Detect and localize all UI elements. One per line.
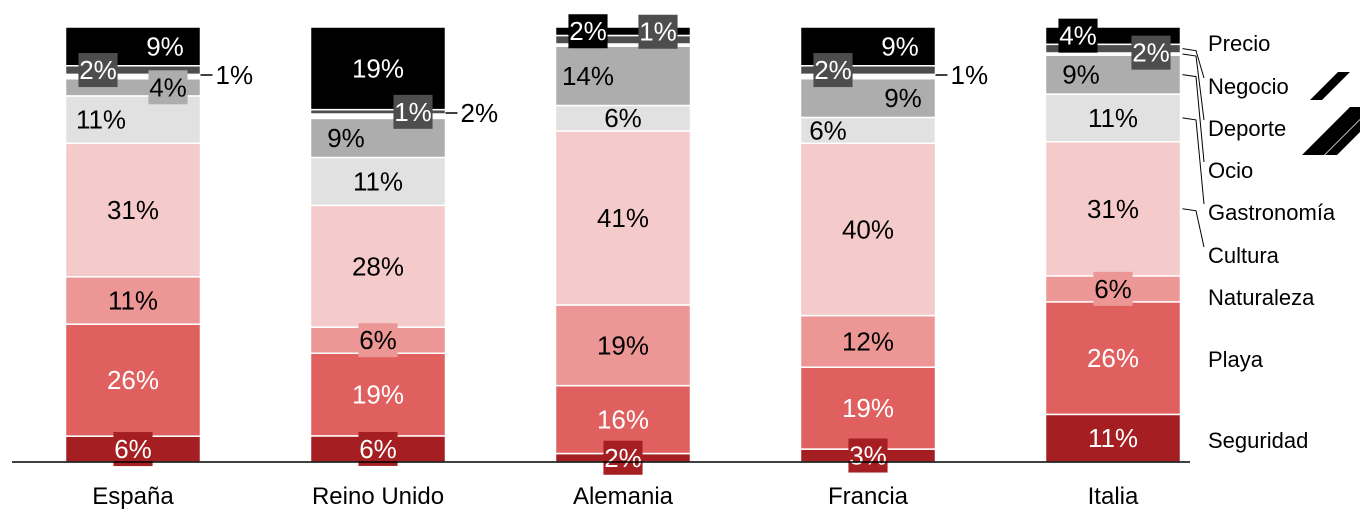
bar-segment-naturaleza-2 (554, 304, 692, 387)
data-label-bg-negocio-1 (393, 94, 433, 129)
data-label-precio-3: 9% (881, 31, 919, 61)
x-tick-label-0: España (92, 483, 174, 510)
data-label-bg-precio-4 (1058, 18, 1098, 53)
bar-segment-seguridad-4 (1044, 413, 1182, 463)
legend-item-gastronomía: Gastronomía (1208, 200, 1336, 225)
bar-segment-precio-2 (554, 26, 692, 37)
data-label-playa-0: 26% (107, 365, 159, 395)
legend: Precio Negocio Deporte Ocio Gastronomía Cultu… (1182, 31, 1336, 453)
data-label-seguridad-4: 11% (1088, 423, 1138, 453)
bar-segment-cultura-0 (64, 142, 202, 278)
data-label-naturaleza-1: 6% (359, 325, 397, 355)
legend-item-cultura: Cultura (1208, 243, 1280, 268)
data-label-bg-seguridad-1 (358, 431, 398, 466)
data-label-naturaleza-3: 12% (842, 326, 894, 356)
bar-segment-naturaleza-3 (799, 314, 937, 368)
bar-segment-cultura-3 (799, 142, 937, 317)
legend-item-naturaleza: Naturaleza (1208, 285, 1315, 310)
data-label-precio-1: 19% (352, 53, 404, 83)
bar-segment-cultura-1 (309, 204, 447, 328)
legend-item-ocio: Ocio (1208, 158, 1253, 183)
data-label-negocio-0: 2% (79, 55, 117, 85)
legend-leader-deporte (1182, 53, 1205, 121)
data-label-deporte-0: 1% (216, 60, 254, 90)
data-label-seguridad-0: 6% (114, 434, 152, 464)
data-label-naturaleza-2: 19% (597, 330, 649, 360)
data-label-ocio-4: 9% (1062, 60, 1100, 90)
data-label-bg-seguridad-3 (848, 438, 888, 473)
bar-segment-cultura-2 (554, 130, 692, 306)
data-label-precio-2: 2% (569, 16, 607, 46)
data-label-playa-3: 19% (842, 393, 894, 423)
data-label-bg-seguridad-0 (113, 432, 153, 467)
data-label-bg-negocio-4 (1131, 35, 1171, 70)
data-label-cultura-3: 40% (842, 214, 894, 244)
data-label-seguridad-3: 3% (849, 441, 887, 471)
data-label-deporte-3: 1% (951, 60, 989, 90)
data-label-seguridad-2: 2% (604, 443, 642, 473)
data-label-ocio-1: 9% (327, 123, 365, 153)
legend-item-seguridad: Seguridad (1208, 428, 1308, 453)
bar-segment-gastronomía-1 (309, 156, 447, 207)
data-label-gastronomía-4: 11% (1088, 103, 1138, 133)
legend-leader-ocio (1182, 74, 1205, 163)
data-label-cultura-1: 28% (352, 251, 404, 281)
leader-lines-layer (200, 74, 948, 114)
data-label-cultura-4: 31% (1087, 194, 1139, 224)
data-label-negocio-2: 1% (639, 17, 677, 47)
data-label-bg-negocio-3 (813, 53, 853, 88)
legend-item-precio: Precio (1208, 31, 1270, 56)
data-label-bg-negocio-0 (78, 53, 118, 88)
legend-item-playa: Playa (1208, 347, 1264, 372)
x-tick-label-2: Alemania (573, 483, 674, 510)
data-label-playa-4: 26% (1087, 343, 1139, 373)
bar-segment-playa-4 (1044, 301, 1182, 416)
bar-segment-gastronomía-2 (554, 104, 692, 132)
data-label-bg-naturaleza-1 (358, 323, 398, 358)
data-label-ocio-0: 4% (149, 72, 187, 102)
data-label-precio-0: 9% (146, 31, 184, 61)
data-label-precio-4: 4% (1059, 21, 1097, 51)
data-label-negocio-3: 2% (814, 55, 852, 85)
data-label-bg-seguridad-2 (603, 440, 643, 475)
bar-segment-gastronomía-3 (799, 116, 937, 145)
data-label-naturaleza-4: 6% (1094, 274, 1132, 304)
data-label-deporte-1: 2% (461, 98, 499, 128)
x-tick-label-1: Reino Unido (312, 483, 444, 510)
data-label-bg-precio-2 (568, 14, 608, 49)
data-label-bg-naturaleza-4 (1093, 271, 1133, 306)
data-label-playa-1: 19% (352, 380, 404, 410)
x-tick-label-4: Italia (1088, 483, 1139, 510)
bar-segment-playa-0 (64, 323, 202, 437)
x-tick-label-3: Francia (828, 483, 909, 510)
data-label-gastronomía-0: 11% (76, 105, 126, 135)
data-label-ocio-2: 14% (562, 61, 614, 91)
data-label-cultura-2: 41% (597, 203, 649, 233)
x-axis: España Reino Unido Alemania Francia Italia (12, 461, 1190, 510)
data-label-playa-2: 16% (597, 405, 649, 435)
legend-leader-negocio (1182, 48, 1205, 79)
data-label-bg-negocio-2 (638, 14, 678, 49)
data-label-seguridad-1: 6% (359, 434, 397, 464)
data-label-ocio-3: 9% (884, 83, 922, 113)
legend-item-deporte: Deporte (1208, 116, 1286, 141)
legend-leader-gastronomía (1182, 117, 1205, 205)
hatch-decoration (1302, 72, 1360, 155)
data-label-bg-ocio-0 (148, 70, 188, 105)
bar-segment-playa-3 (799, 366, 937, 450)
data-label-naturaleza-0: 11% (108, 285, 158, 315)
data-label-negocio-1: 1% (394, 97, 432, 127)
data-label-gastronomía-1: 11% (353, 166, 403, 196)
data-label-gastronomía-3: 6% (809, 115, 847, 145)
data-labels-layer: 6% 26% 11% 31% 11% 4% 1% 2% 9% 6% 19% 6% 28% 11% 9% 2% 1… (76, 14, 1171, 475)
legend-item-negocio: Negocio (1208, 74, 1289, 99)
legend-leader-cultura (1182, 208, 1205, 248)
bars-layer (64, 26, 1182, 463)
data-label-negocio-4: 2% (1132, 38, 1170, 68)
data-label-cultura-0: 31% (107, 195, 159, 225)
data-label-gastronomía-2: 6% (604, 103, 642, 133)
